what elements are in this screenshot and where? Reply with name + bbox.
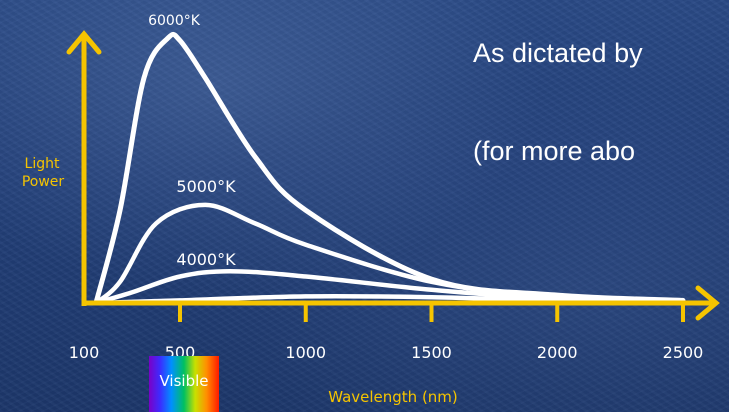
x-tick-label-2500: 2500 [663, 343, 704, 362]
x-tick-label-1500: 1500 [411, 343, 452, 362]
slide-title-line-1: As dictated by [473, 38, 643, 68]
series-label-1: 5000°K [176, 177, 236, 196]
x-axis-label: Wavelength (nm) [328, 388, 458, 406]
series-label-2: 4000°K [176, 250, 236, 269]
visible-label: Visible [159, 372, 209, 390]
series-label-0: 6000°K [148, 13, 201, 29]
slide-title-line-2: (for more abo [473, 136, 636, 166]
x-axis-arrowhead [695, 285, 720, 321]
y-axis-label: Light Power [22, 156, 65, 190]
x-tick-label-2000: 2000 [537, 343, 578, 362]
x-tick-label-100: 100 [69, 343, 100, 362]
visible-spectrum-band: Visible [149, 356, 219, 412]
x-tick-label-1000: 1000 [285, 343, 326, 362]
y-axis-arrowhead [66, 30, 102, 55]
